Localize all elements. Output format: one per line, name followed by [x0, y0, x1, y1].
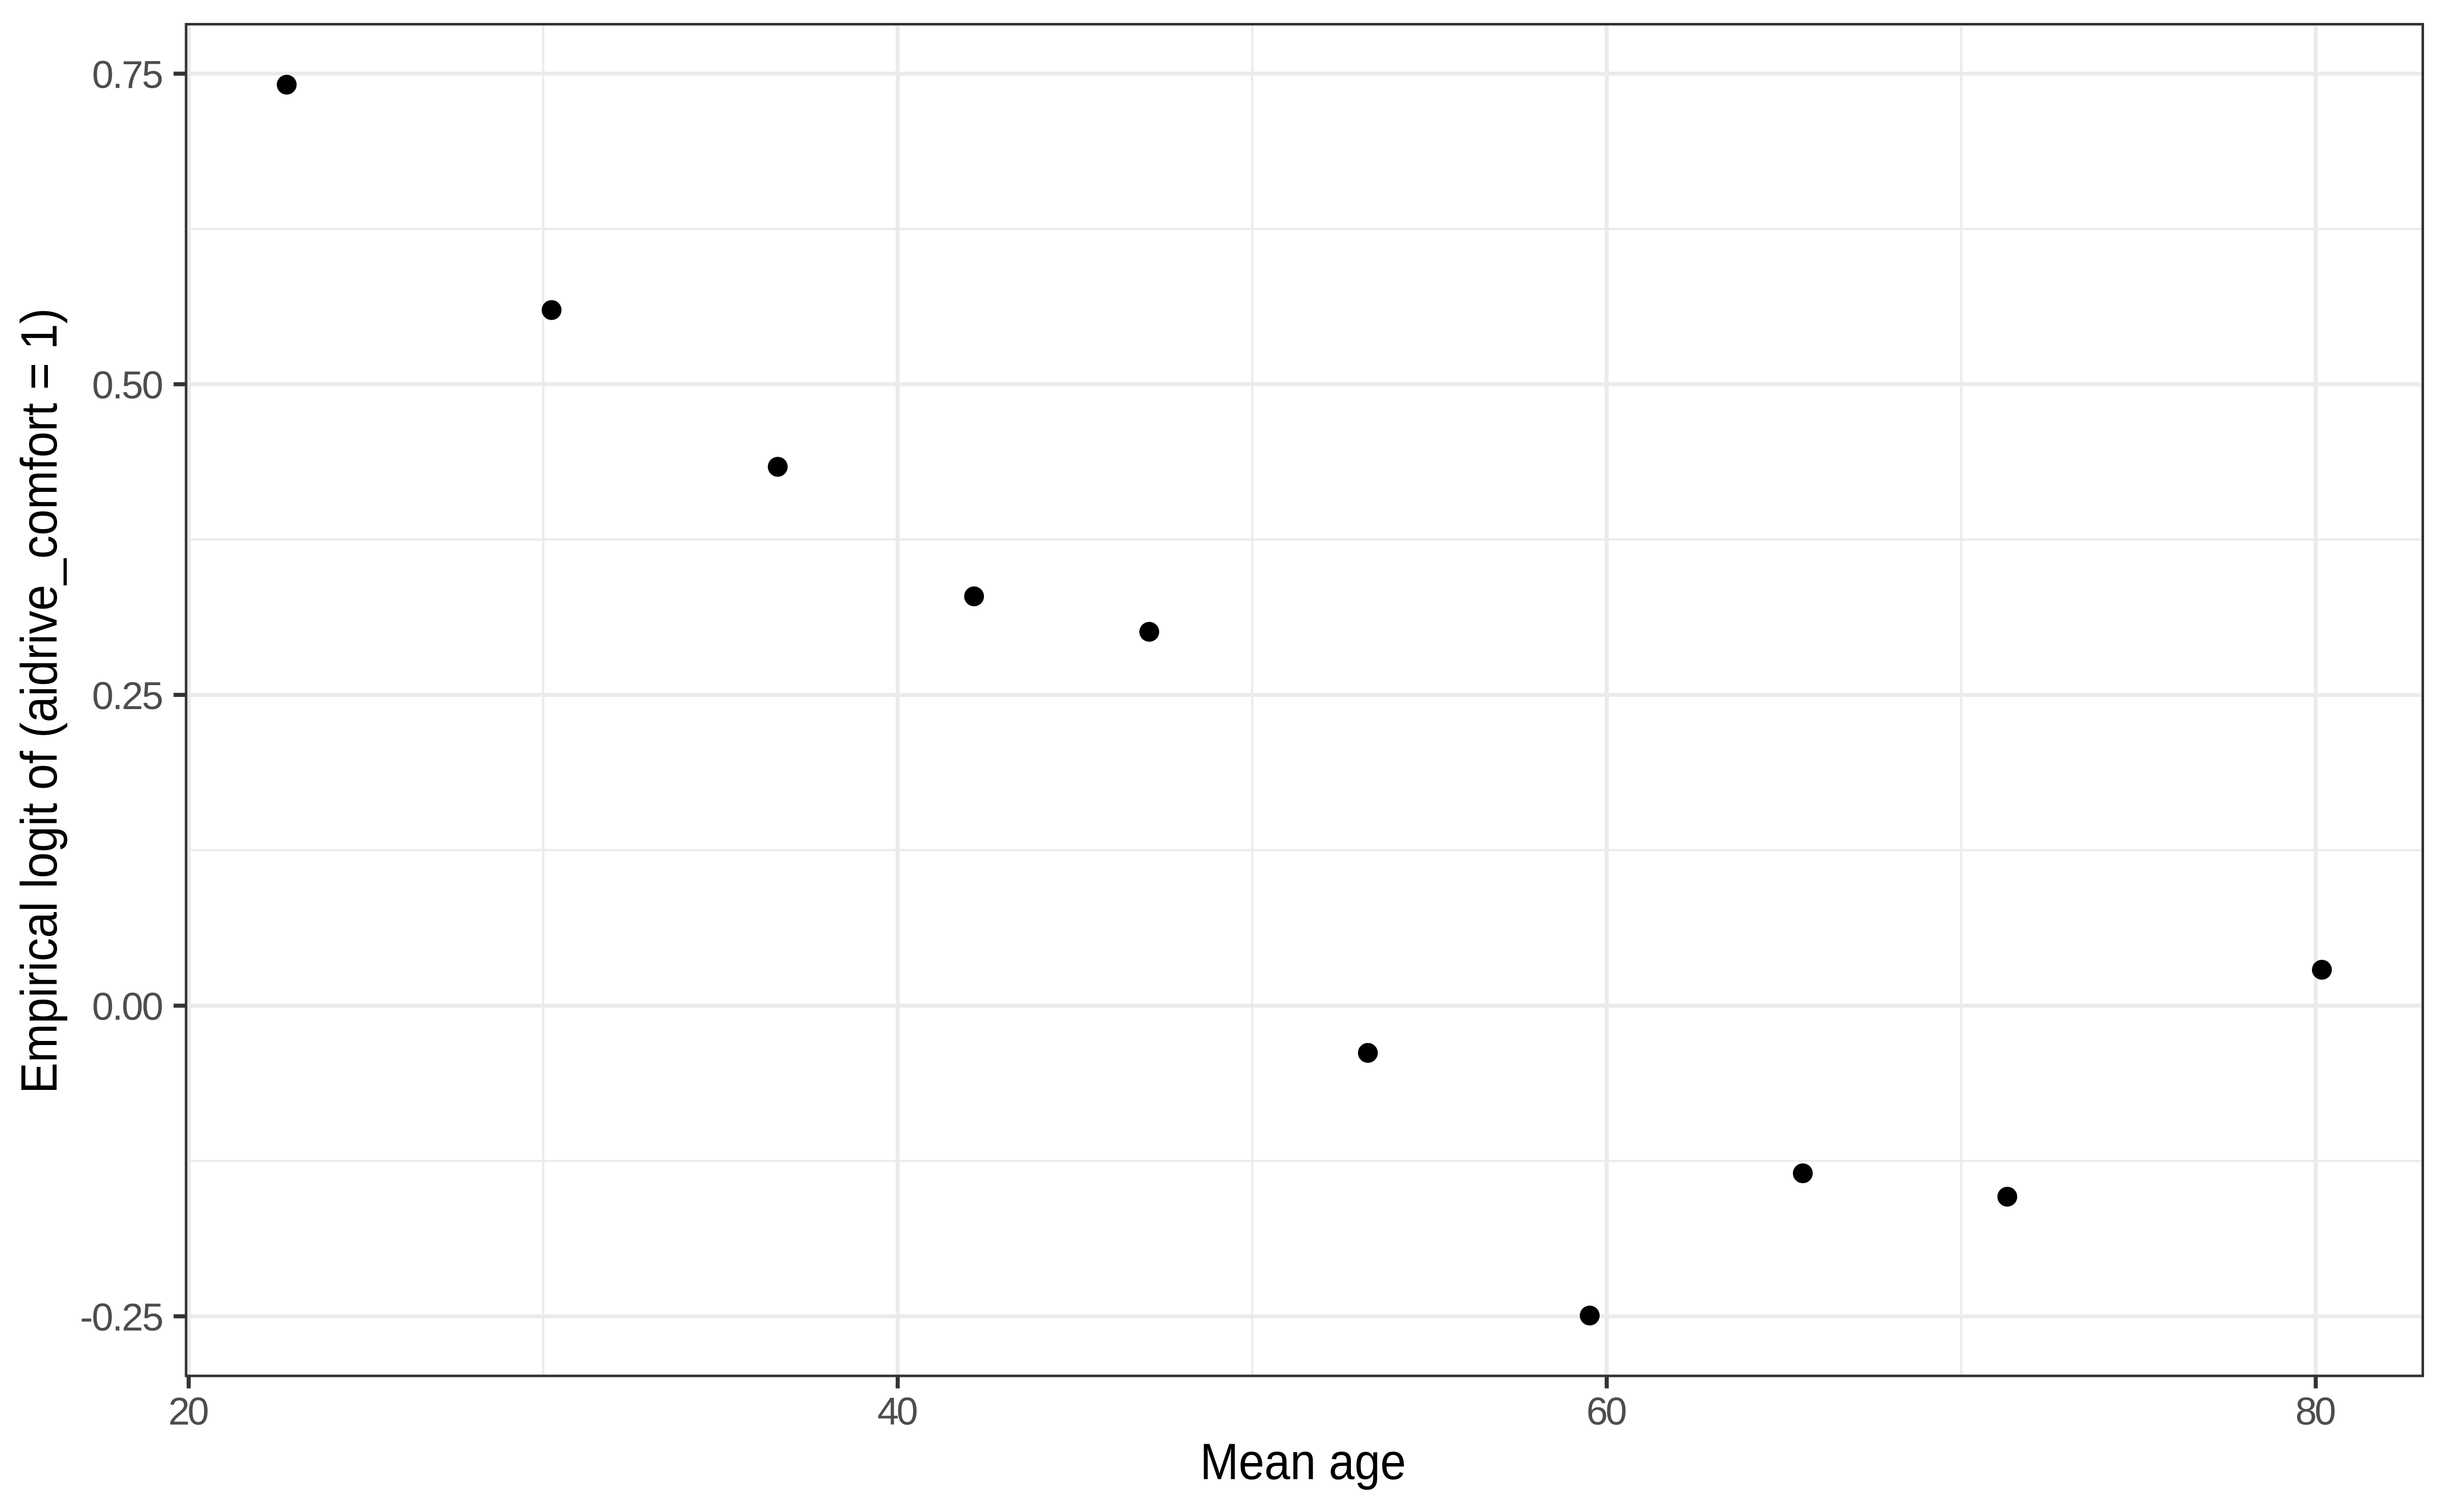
svg-text:20: 20 — [168, 1390, 209, 1433]
svg-text:0.00: 0.00 — [92, 985, 164, 1029]
svg-text:80: 80 — [2296, 1390, 2336, 1433]
svg-text:0.25: 0.25 — [92, 674, 164, 718]
svg-text:0.50: 0.50 — [92, 364, 164, 407]
svg-text:40: 40 — [877, 1390, 918, 1433]
svg-text:60: 60 — [1586, 1390, 1627, 1433]
svg-text:Empirical logit of (aidrive_co: Empirical logit of (aidrive_comfort = 1) — [11, 308, 68, 1094]
svg-text:Mean age: Mean age — [1200, 1433, 1406, 1491]
svg-text:0.75: 0.75 — [92, 54, 164, 97]
svg-text:-0.25: -0.25 — [80, 1296, 164, 1339]
